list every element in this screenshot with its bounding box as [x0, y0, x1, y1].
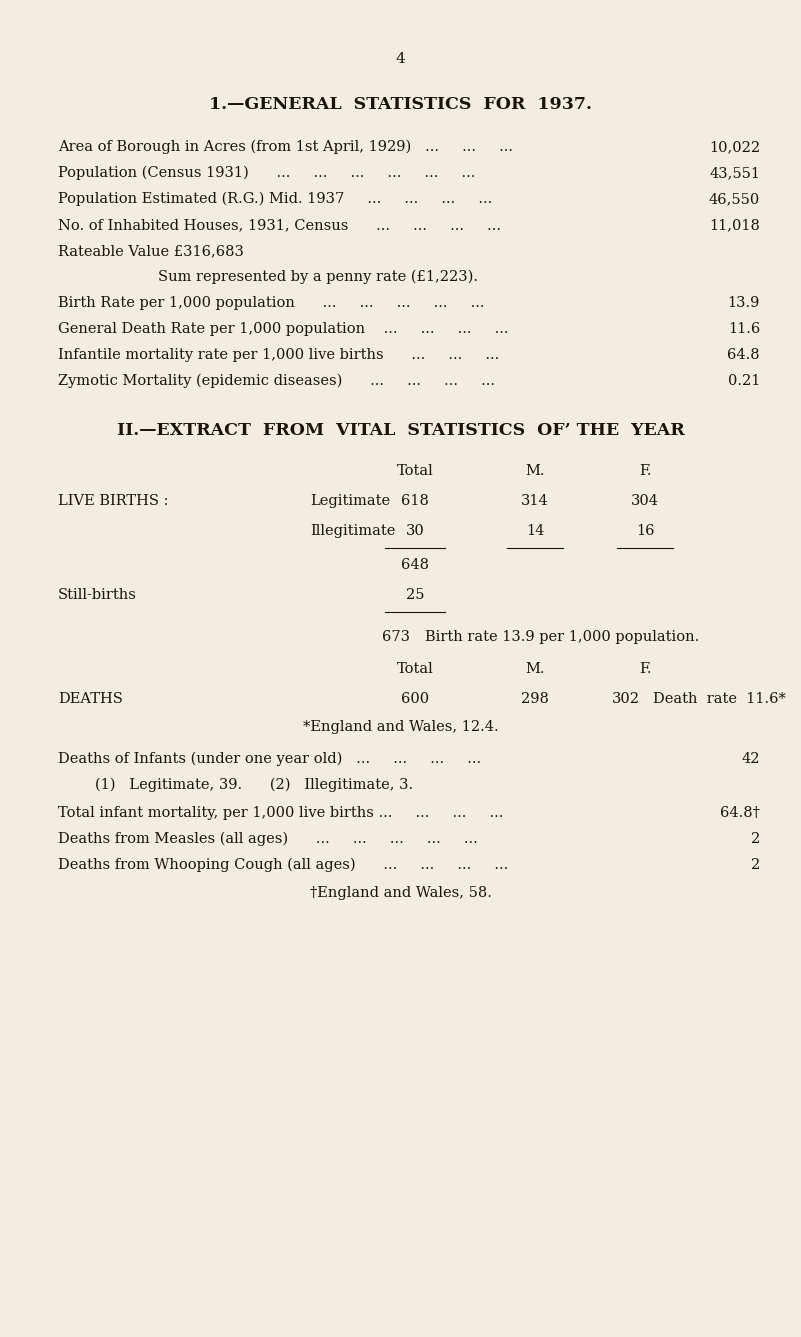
Text: Total infant mortality, per 1,000 live births ...     ...     ...     ...: Total infant mortality, per 1,000 live b…: [58, 806, 503, 820]
Text: 618: 618: [401, 493, 429, 508]
Text: Population (Census 1931)      ...     ...     ...     ...     ...     ...: Population (Census 1931) ... ... ... ...…: [58, 166, 475, 180]
Text: F.: F.: [638, 464, 651, 479]
Text: No. of Inhabited Houses, 1931, Census      ...     ...     ...     ...: No. of Inhabited Houses, 1931, Census ..…: [58, 218, 501, 233]
Text: *England and Wales, 12.4.: *England and Wales, 12.4.: [303, 721, 498, 734]
Text: 25: 25: [406, 588, 425, 602]
Text: Deaths from Whooping Cough (all ages)      ...     ...     ...     ...: Deaths from Whooping Cough (all ages) ..…: [58, 858, 509, 872]
Text: 10,022: 10,022: [709, 140, 760, 154]
Text: 30: 30: [405, 524, 425, 537]
Text: 600: 600: [401, 693, 429, 706]
Text: 673: 673: [382, 630, 410, 644]
Text: Total: Total: [396, 464, 433, 479]
Text: Birth Rate per 1,000 population      ...     ...     ...     ...     ...: Birth Rate per 1,000 population ... ... …: [58, 295, 485, 310]
Text: LIVE BIRTHS :: LIVE BIRTHS :: [58, 493, 168, 508]
Text: Birth rate 13.9 per 1,000 population.: Birth rate 13.9 per 1,000 population.: [425, 630, 699, 644]
Text: Area of Borough in Acres (from 1st April, 1929)   ...     ...     ...: Area of Borough in Acres (from 1st April…: [58, 140, 513, 154]
Text: Deaths of Infants (under one year old)   ...     ...     ...     ...: Deaths of Infants (under one year old) .…: [58, 751, 481, 766]
Text: II.—EXTRACT  FROM  VITAL  STATISTICS  OF’ THE  YEAR: II.—EXTRACT FROM VITAL STATISTICS OF’ TH…: [117, 422, 684, 439]
Text: 302: 302: [612, 693, 640, 706]
Text: DEATHS: DEATHS: [58, 693, 123, 706]
Text: 2: 2: [751, 858, 760, 872]
Text: 0.21: 0.21: [727, 374, 760, 388]
Text: †England and Wales, 58.: †England and Wales, 58.: [309, 886, 492, 900]
Text: Zymotic Mortality (epidemic diseases)      ...     ...     ...     ...: Zymotic Mortality (epidemic diseases) ..…: [58, 374, 495, 388]
Text: 46,550: 46,550: [709, 193, 760, 206]
Text: 64.8†: 64.8†: [720, 806, 760, 820]
Text: 11,018: 11,018: [709, 218, 760, 233]
Text: 11.6: 11.6: [728, 322, 760, 336]
Text: M.: M.: [525, 662, 545, 677]
Text: Still-births: Still-births: [58, 588, 137, 602]
Text: (1)   Legitimate, 39.      (2)   Illegitimate, 3.: (1) Legitimate, 39. (2) Illegitimate, 3.: [95, 778, 413, 793]
Text: Legitimate: Legitimate: [310, 493, 390, 508]
Text: Sum represented by a penny rate (£1,223).: Sum represented by a penny rate (£1,223)…: [158, 270, 478, 285]
Text: 1.—GENERAL  STATISTICS  FOR  1937.: 1.—GENERAL STATISTICS FOR 1937.: [209, 96, 592, 114]
Text: 16: 16: [636, 524, 654, 537]
Text: Illegitimate: Illegitimate: [310, 524, 396, 537]
Text: 13.9: 13.9: [727, 295, 760, 310]
Text: 298: 298: [521, 693, 549, 706]
Text: 314: 314: [521, 493, 549, 508]
Text: 304: 304: [631, 493, 659, 508]
Text: 64.8: 64.8: [727, 348, 760, 362]
Text: Rateable Value £316,683: Rateable Value £316,683: [58, 243, 244, 258]
Text: 2: 2: [751, 832, 760, 846]
Text: 42: 42: [742, 751, 760, 766]
Text: Deaths from Measles (all ages)      ...     ...     ...     ...     ...: Deaths from Measles (all ages) ... ... .…: [58, 832, 477, 846]
Text: 43,551: 43,551: [709, 166, 760, 180]
Text: 4: 4: [396, 52, 405, 66]
Text: F.: F.: [638, 662, 651, 677]
Text: M.: M.: [525, 464, 545, 479]
Text: General Death Rate per 1,000 population    ...     ...     ...     ...: General Death Rate per 1,000 population …: [58, 322, 509, 336]
Text: Infantile mortality rate per 1,000 live births      ...     ...     ...: Infantile mortality rate per 1,000 live …: [58, 348, 499, 362]
Text: 14: 14: [525, 524, 544, 537]
Text: Population Estimated (R.G.) Mid. 1937     ...     ...     ...     ...: Population Estimated (R.G.) Mid. 1937 ..…: [58, 193, 493, 206]
Text: 648: 648: [401, 558, 429, 572]
Text: Total: Total: [396, 662, 433, 677]
Text: Death  rate  11.6*: Death rate 11.6*: [653, 693, 786, 706]
